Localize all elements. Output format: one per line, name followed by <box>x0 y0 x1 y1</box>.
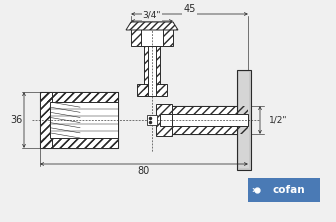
Bar <box>40 92 50 148</box>
Bar <box>160 114 248 126</box>
Bar <box>237 70 251 170</box>
Bar <box>131 22 173 46</box>
Bar <box>50 102 118 138</box>
Bar <box>40 138 118 148</box>
Text: 1/2": 1/2" <box>269 115 287 125</box>
Bar <box>144 46 160 96</box>
Bar <box>156 104 172 136</box>
Bar <box>160 106 248 114</box>
Bar <box>160 114 172 126</box>
Bar <box>137 84 167 96</box>
Bar <box>160 106 248 134</box>
Bar <box>141 26 163 46</box>
Polygon shape <box>126 22 178 30</box>
Bar <box>40 92 118 102</box>
Bar <box>40 92 118 102</box>
Bar <box>137 84 167 96</box>
Text: 45: 45 <box>183 4 196 14</box>
Bar <box>156 104 172 136</box>
Bar <box>160 106 248 114</box>
Bar <box>40 138 118 148</box>
Bar <box>148 46 156 96</box>
Text: 80: 80 <box>138 166 150 176</box>
Bar <box>40 92 52 148</box>
Bar <box>40 138 118 148</box>
Bar <box>147 115 157 125</box>
Bar <box>239 72 249 168</box>
Bar <box>248 178 320 202</box>
Bar <box>160 126 248 134</box>
Bar <box>40 92 118 102</box>
Bar <box>40 92 52 148</box>
Bar <box>40 92 118 102</box>
Text: 36: 36 <box>10 115 22 125</box>
Text: 3/4": 3/4" <box>143 10 161 20</box>
Bar <box>40 92 118 148</box>
Bar <box>40 138 118 148</box>
Text: cofan: cofan <box>273 185 305 195</box>
Bar <box>40 92 50 148</box>
Bar <box>144 46 160 96</box>
Bar <box>131 22 173 46</box>
Bar <box>160 126 248 134</box>
